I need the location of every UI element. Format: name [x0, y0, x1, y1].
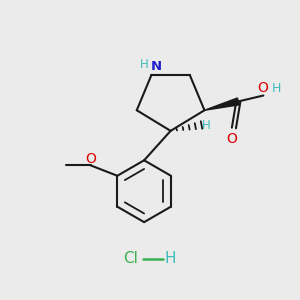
- Text: H: H: [165, 251, 176, 266]
- Text: O: O: [257, 81, 268, 95]
- Text: O: O: [226, 132, 237, 146]
- Polygon shape: [205, 98, 239, 110]
- Text: O: O: [85, 152, 96, 166]
- Text: N: N: [150, 60, 161, 73]
- Text: H: H: [272, 82, 281, 95]
- Text: H: H: [202, 119, 210, 132]
- Text: H: H: [140, 58, 149, 70]
- Text: Cl: Cl: [123, 251, 138, 266]
